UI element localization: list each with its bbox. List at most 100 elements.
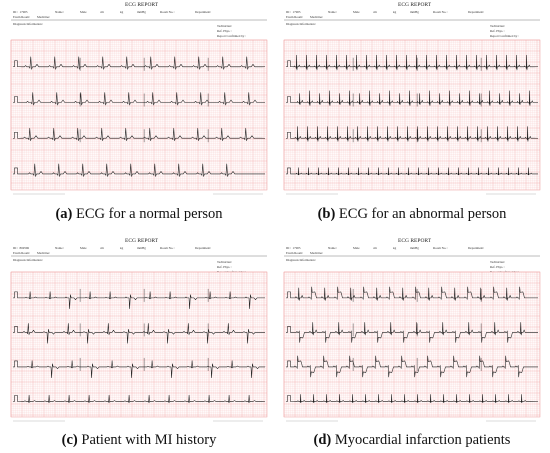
caption-a: (a) ECG for a normal person xyxy=(5,206,273,223)
ecg-grid xyxy=(283,39,541,191)
bp-unit: mmHg xyxy=(410,10,419,14)
patient-id: ID：17905 xyxy=(286,246,301,250)
ecg-trace xyxy=(286,355,538,378)
ecg-grid xyxy=(10,271,268,418)
ecg-trace xyxy=(13,323,266,344)
name-label: Name： xyxy=(55,246,66,250)
patient-id: ID：869596 xyxy=(13,246,30,250)
bp-unit: mmHg xyxy=(137,246,146,250)
ref-phys-label: Ref. Phys.： xyxy=(217,265,233,269)
diagnosis-label: Diagnosis Information： xyxy=(286,22,318,26)
ecg-trace xyxy=(286,90,538,106)
medicine-label: Medicine： xyxy=(37,15,52,19)
ecg-trace xyxy=(13,163,266,177)
room-label: Room No.： xyxy=(160,10,176,14)
name-label: Name： xyxy=(328,246,339,250)
room-label: Room No.： xyxy=(433,10,449,14)
height-unit: cm xyxy=(100,10,104,14)
confirmed-label: Report Confirmed by： xyxy=(217,34,247,38)
sex-label: Male xyxy=(353,246,360,250)
patient-id: ID：17905 xyxy=(13,10,28,14)
technician-label: Technician： xyxy=(217,260,234,264)
room-label: Room No.： xyxy=(160,246,176,250)
caption-d-letter: (d) xyxy=(313,432,332,448)
caption-b-letter: (b) xyxy=(317,206,336,222)
diagnosis-label: Diagnosis Information： xyxy=(13,258,45,262)
weight-unit: kg xyxy=(393,246,397,250)
exam-room-label: Exam Room： xyxy=(13,251,32,255)
ecg-traces xyxy=(13,288,266,403)
caption-d: (d) Myocardial infarction patients xyxy=(278,432,546,449)
sex-label: Male xyxy=(353,10,360,14)
report-header: ECG REPORT ID：17905 Name： Male cm kg mmHg Room … xyxy=(11,2,267,38)
caption-b-text: ECG for an abnormal person xyxy=(338,206,507,222)
exam-room-label: Exam Room： xyxy=(286,15,305,19)
bp-unit: mmHg xyxy=(137,10,146,14)
ecg-trace xyxy=(286,167,539,176)
ecg-grid xyxy=(283,271,541,418)
ecg-traces xyxy=(13,56,266,177)
height-unit: cm xyxy=(100,246,104,250)
diagnosis-label: Diagnosis Information： xyxy=(286,258,318,262)
ecg-trace xyxy=(286,126,539,142)
report-title: ECG REPORT xyxy=(398,238,432,244)
technician-label: Technician： xyxy=(490,24,507,28)
report-header: ECG REPORT ID：17905 Name： Male cm kg mmHg Room … xyxy=(284,238,540,274)
department-label: Department： xyxy=(195,246,213,250)
exam-room-label: Exam Room： xyxy=(13,15,32,19)
medicine-label: Medicine： xyxy=(310,251,325,255)
ecg-trace xyxy=(13,394,266,403)
patient-id: ID：17905 xyxy=(286,10,301,14)
technician-label: Technician： xyxy=(217,24,234,28)
ecg-report-c: ECG REPORT ID：869596 Name： Male cm kg mmHg Room… xyxy=(10,238,268,422)
bp-unit: mmHg xyxy=(410,246,419,250)
ecg-trace xyxy=(286,394,539,403)
ecg-panel-c: ECG REPORT ID：869596 Name： Male cm kg mmHg Room… xyxy=(5,236,273,453)
sex-label: Male xyxy=(80,246,87,250)
ecg-report-a: ECG REPORT ID：17905 Name： Male cm kg mmHg Room … xyxy=(10,2,268,195)
report-title: ECG REPORT xyxy=(398,2,432,8)
caption-d-text: Myocardial infarction patients xyxy=(334,432,511,448)
ecg-grid xyxy=(10,39,268,191)
height-unit: cm xyxy=(373,246,377,250)
caption-c-letter: (c) xyxy=(61,432,78,448)
caption-c: (c) Patient with MI history xyxy=(5,432,273,449)
report-title: ECG REPORT xyxy=(125,238,159,244)
ecg-trace xyxy=(13,56,266,70)
height-unit: cm xyxy=(373,10,377,14)
report-title: ECG REPORT xyxy=(125,2,159,8)
ecg-trace xyxy=(286,322,539,343)
ecg-trace xyxy=(13,127,266,141)
medicine-label: Medicine： xyxy=(310,15,325,19)
report-header: ECG REPORT ID：869596 Name： Male cm kg mmHg Room… xyxy=(11,238,267,274)
ecg-traces xyxy=(286,54,539,176)
ecg-trace xyxy=(13,291,266,309)
name-label: Name： xyxy=(55,10,66,14)
name-label: Name： xyxy=(328,10,339,14)
medicine-label: Medicine： xyxy=(37,251,52,255)
ref-phys-label: Ref. Phys.： xyxy=(217,29,233,33)
ecg-trace xyxy=(286,54,539,71)
room-label: Room No.： xyxy=(433,246,449,250)
ref-phys-label: Ref. Phys.： xyxy=(490,265,506,269)
ecg-trace xyxy=(286,286,539,301)
caption-a-letter: (a) xyxy=(55,206,73,222)
department-label: Department： xyxy=(468,10,486,14)
weight-unit: kg xyxy=(393,10,397,14)
diagnosis-label: Diagnosis Information： xyxy=(13,22,45,26)
ecg-panel-a: ECG REPORT ID：17905 Name： Male cm kg mmHg Room … xyxy=(5,0,273,226)
department-label: Department： xyxy=(468,246,486,250)
caption-b: (b) ECG for an abnormal person xyxy=(278,206,546,223)
ecg-trace xyxy=(13,360,265,379)
weight-unit: kg xyxy=(120,246,124,250)
ecg-report-d: ECG REPORT ID：17905 Name： Male cm kg mmHg Room … xyxy=(283,238,541,422)
ecg-trace xyxy=(13,92,265,106)
weight-unit: kg xyxy=(120,10,124,14)
ecg-traces xyxy=(286,286,539,403)
confirmed-label: Report Confirmed by： xyxy=(490,34,520,38)
technician-label: Technician： xyxy=(490,260,507,264)
report-header: ECG REPORT ID：17905 Name： Male cm kg mmHg Room … xyxy=(284,2,540,38)
ecg-panel-d: ECG REPORT ID：17905 Name： Male cm kg mmHg Room … xyxy=(278,236,546,453)
exam-room-label: Exam Room： xyxy=(286,251,305,255)
caption-a-text: ECG for a normal person xyxy=(75,206,223,222)
